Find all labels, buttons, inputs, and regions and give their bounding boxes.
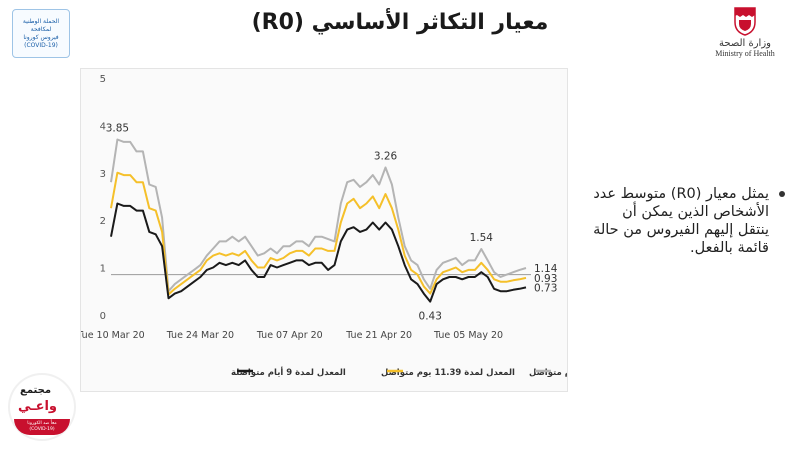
y-tick-label: 0 xyxy=(100,311,106,322)
y-tick-label: 2 xyxy=(100,216,106,227)
series-line-2 xyxy=(110,202,527,303)
chart-panel: 0 1 2 3 4 5 Tue 10 Mar 20 Tue 24 Mar 20 Tue 07 A… xyxy=(76,68,648,392)
x-tick-label: Tue 07 Apr 20 xyxy=(256,330,323,341)
ministry-arabic-name: وزارة الصحة xyxy=(719,38,771,49)
community-logo-line3: معاً ضد الكورونا xyxy=(27,421,57,426)
community-logo-line2: واعـي xyxy=(18,399,58,414)
y-tick-label: 1 xyxy=(100,264,106,275)
data-label: 0.43 xyxy=(419,311,442,323)
series-line-0 xyxy=(110,138,527,293)
campaign-line-4: (COVID-19) xyxy=(24,41,58,49)
data-label: 1.14 xyxy=(534,263,558,275)
data-label: 0.93 xyxy=(534,273,557,285)
community-logo: مجتمع واعـي معاً ضد الكورونا (COVID-19) xyxy=(10,375,74,439)
legend-label: المعدل لمدة 11.39 يوم متواصل xyxy=(381,368,515,378)
y-tick-label: 5 xyxy=(100,74,106,85)
data-label: 1.54 xyxy=(470,232,494,244)
community-logo-line1: مجتمع xyxy=(20,385,52,396)
x-tick-label: Tue 24 Mar 20 xyxy=(166,330,234,341)
bullet-text: يمثل معيار (R0) متوسط عدد الأشخاص الذين … xyxy=(593,186,769,256)
campaign-line-3: فيروس كورونا xyxy=(23,33,59,41)
data-label: 0.73 xyxy=(534,282,557,294)
r0-line-chart: 0 1 2 3 4 5 Tue 10 Mar 20 Tue 24 Mar 20 Tue 07 A… xyxy=(76,74,648,378)
legend-label: المعدل لمدة 9 أيام متواصلة xyxy=(231,366,346,378)
y-tick-label: 4 xyxy=(100,121,106,132)
x-tick-label: Tue 21 Apr 20 xyxy=(345,330,412,341)
series-line-1 xyxy=(110,171,527,296)
data-label: 3.26 xyxy=(374,150,398,162)
campaign-line-1: الحملة الوطنية xyxy=(22,17,60,25)
campaign-badge: الحملة الوطنية لمكافحة فيروس كورونا (COV… xyxy=(12,9,70,58)
legend-label: المعدل لمدة 14 يوم متواصل xyxy=(529,368,567,378)
bullet-dot-icon xyxy=(779,191,785,197)
community-logo-banner: معاً ضد الكورونا (COVID-19) xyxy=(14,419,70,435)
x-tick-label: Tue 05 May 20 xyxy=(433,330,503,341)
y-tick-label: 3 xyxy=(100,169,106,180)
bullet-point: يمثل معيار (R0) متوسط عدد الأشخاص الذين … xyxy=(588,185,785,257)
ministry-logo: وزارة الصحة Ministry of Health xyxy=(710,6,780,58)
x-tick-label: Tue 10 Mar 20 xyxy=(81,330,145,341)
page-title: معيار التكاثر الأساسي (R0) xyxy=(251,10,549,35)
campaign-line-2: لمكافحة xyxy=(30,25,52,33)
community-logo-line4: (COVID-19) xyxy=(29,427,55,432)
ministry-english-name: Ministry of Health xyxy=(715,49,775,58)
bahrain-emblem-icon xyxy=(734,7,756,36)
data-label: 3.85 xyxy=(106,123,129,135)
